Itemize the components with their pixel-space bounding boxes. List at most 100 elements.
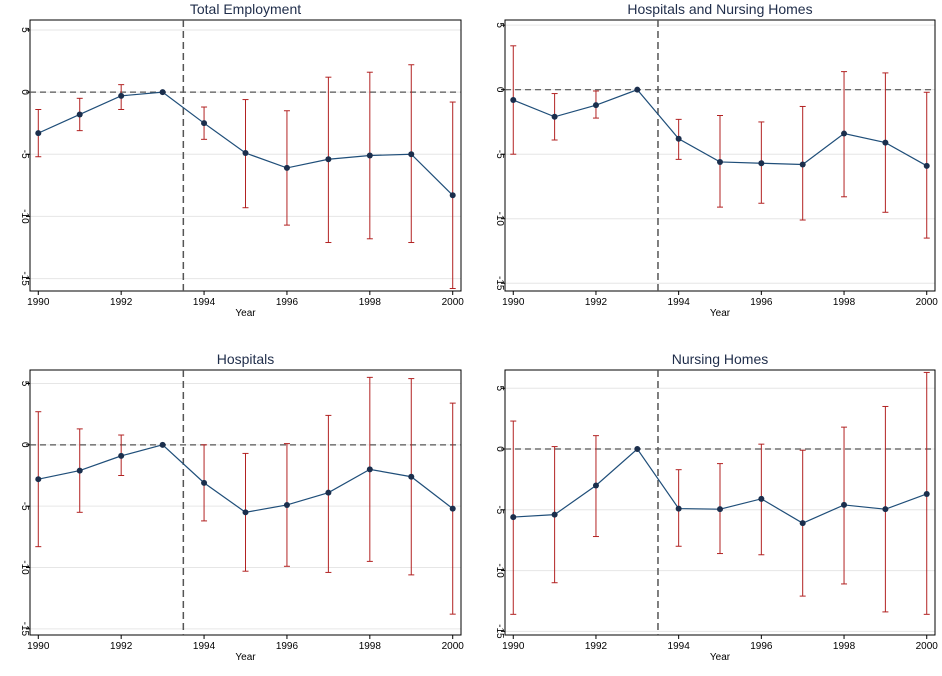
plot-frame [504, 19, 936, 292]
data-point [242, 150, 249, 157]
data-point [799, 161, 806, 168]
data-point [841, 501, 848, 508]
x-tick-label: 2000 [442, 297, 465, 308]
panel-title: Nursing Homes [672, 351, 768, 367]
y-tick-label: -15 [494, 276, 505, 291]
data-point [76, 111, 83, 118]
x-tick-label: 2000 [442, 641, 465, 652]
data-point [717, 506, 723, 513]
x-tick-label: 1994 [193, 641, 216, 652]
data-point [758, 495, 765, 502]
x-tick-label: 1992 [585, 297, 608, 308]
panel-4: 1990 1992 1994 1996 1998 2000 5 0 -5 -10 -15 Nursin… [494, 351, 938, 663]
y-tick-label: 5 [19, 381, 30, 387]
y-tick-label: -10 [19, 209, 30, 224]
x-tick-label: 1992 [110, 297, 133, 308]
y-tick-label: 0 [19, 89, 30, 95]
x-axis-label: Year [710, 652, 731, 663]
data-point [408, 151, 415, 158]
x-tick-label: 1994 [193, 297, 216, 308]
data-point [201, 479, 208, 486]
data-point [717, 158, 723, 165]
data-point [35, 476, 42, 483]
panel-2: 1990 1992 1994 1996 1998 2000 5 0 -5 -10 -15 Hospit… [494, 1, 938, 319]
y-tick-label: 5 [494, 385, 505, 391]
y-tick-label: 0 [494, 446, 505, 452]
data-point [675, 135, 682, 142]
data-point [882, 506, 889, 513]
x-tick-label: 1996 [750, 297, 773, 308]
data-point [366, 466, 373, 473]
data-point [325, 156, 332, 163]
data-point [551, 511, 558, 518]
data-point [118, 92, 125, 99]
data-point [449, 192, 456, 199]
data-point [634, 86, 641, 93]
data-point [408, 473, 415, 480]
data-point [923, 490, 930, 497]
x-tick-label: 2000 [916, 641, 939, 652]
x-tick-label: 2000 [916, 297, 939, 308]
y-tick-label: -5 [19, 502, 30, 511]
y-tick-label: -15 [19, 622, 30, 637]
data-point [242, 509, 249, 516]
data-point [592, 102, 599, 109]
x-tick-label: 1998 [359, 641, 382, 652]
data-point [675, 505, 682, 512]
panel-title: Hospitals and Nursing Homes [627, 1, 812, 17]
data-point [551, 113, 558, 120]
x-tick-label: 1998 [359, 297, 382, 308]
x-tick-label: 1998 [833, 297, 856, 308]
data-point [76, 467, 83, 474]
plot-frame [29, 369, 462, 636]
y-tick-label: 0 [494, 87, 505, 93]
x-tick-label: 1996 [750, 641, 773, 652]
data-point [366, 152, 373, 159]
panel-title: Total Employment [190, 1, 301, 17]
data-point [283, 501, 290, 508]
data-point [841, 130, 848, 137]
y-tick-label: -15 [494, 624, 505, 639]
x-tick-label: 1998 [833, 641, 856, 652]
data-point [510, 514, 517, 521]
x-tick-label: 1994 [668, 641, 691, 652]
x-tick-label: 1990 [27, 297, 50, 308]
x-tick-label: 1996 [276, 297, 299, 308]
x-tick-label: 1994 [668, 297, 691, 308]
plot-frame [29, 19, 462, 292]
x-tick-label: 1990 [502, 297, 525, 308]
x-tick-label: 1992 [110, 641, 133, 652]
x-axis-label: Year [710, 308, 731, 319]
data-point [118, 452, 125, 459]
data-point [35, 130, 42, 137]
y-tick-label: -10 [494, 212, 505, 227]
panel-title: Hospitals [217, 351, 275, 367]
panel-1: 1990 1992 1994 1996 1998 2000 5 0 -5 -10 -15 Total … [19, 1, 464, 319]
panel-3: 1990 1992 1994 1996 1998 2000 5 0 -5 -10 -15 Hospit… [19, 351, 464, 663]
data-point [283, 164, 290, 171]
data-point [510, 97, 517, 104]
data-point [159, 89, 166, 96]
y-tick-label: 5 [494, 22, 505, 28]
y-tick-label: -5 [494, 505, 505, 514]
x-axis-label: Year [235, 652, 256, 663]
data-point [592, 482, 599, 489]
y-tick-label: 0 [19, 442, 30, 448]
data-point [882, 139, 889, 146]
x-tick-label: 1996 [276, 641, 299, 652]
y-tick-label: -5 [19, 150, 30, 159]
x-tick-label: 1992 [585, 641, 608, 652]
y-tick-label: -10 [494, 563, 505, 578]
data-point [923, 162, 930, 169]
y-tick-label: 5 [19, 27, 30, 33]
data-point [201, 120, 208, 127]
y-tick-label: -5 [494, 150, 505, 159]
plot-frame [504, 369, 936, 636]
data-point [634, 446, 641, 453]
data-point [758, 160, 765, 167]
x-tick-label: 1990 [502, 641, 525, 652]
data-point [449, 505, 456, 512]
data-point [159, 441, 166, 448]
